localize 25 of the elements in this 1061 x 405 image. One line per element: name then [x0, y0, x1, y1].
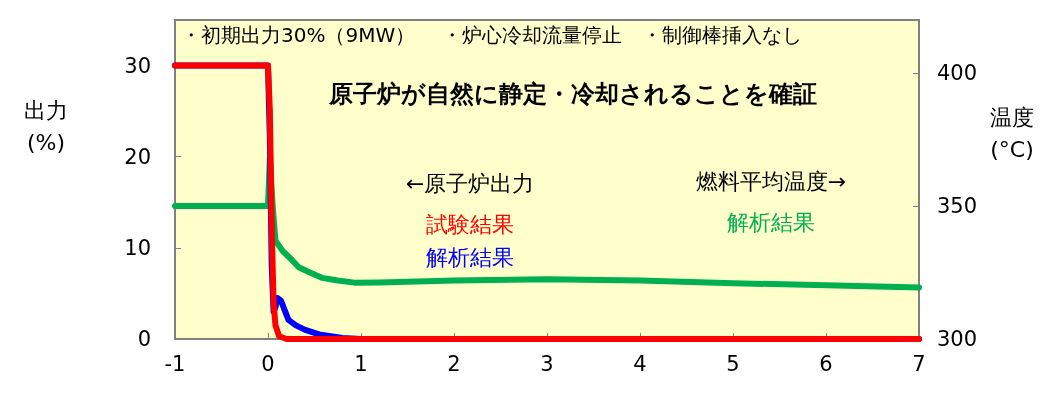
- y2-tick-label: 350: [937, 194, 978, 219]
- x-tick-label: 5: [726, 351, 740, 376]
- text: 解析結果: [426, 244, 514, 270]
- y2-tick-label: 400: [937, 61, 978, 86]
- text: 解析結果: [727, 209, 815, 235]
- y-tick-label: 10: [124, 235, 151, 260]
- text: 試験結果: [426, 211, 514, 237]
- y-tick-label: 0: [137, 327, 151, 351]
- text: 原子炉が自然に静定・冷却されることを確証: [328, 80, 817, 108]
- x-tick-label: 0: [261, 351, 275, 376]
- x-tick-label: 2: [447, 351, 461, 376]
- x-tick-label: 7: [912, 351, 926, 376]
- x-tick-label: 1: [354, 351, 368, 376]
- annotation: 燃料平均温度→: [695, 168, 847, 194]
- y2-tick-label: 300: [937, 327, 978, 351]
- x-tick-label: -1: [164, 351, 186, 376]
- annotation: ←原子炉出力: [405, 170, 535, 196]
- x-tick-label: 4: [633, 351, 647, 376]
- annotation: ・初期出力30%（9MW） ・炉心冷却流量停止 ・制御棒挿入なし: [181, 23, 802, 47]
- y2-axis-title: 温度 (°C): [990, 104, 1034, 162]
- x-tick-label: 6: [819, 351, 833, 376]
- y-axis-title: 出力 (%): [24, 97, 68, 155]
- x-tick-label: 3: [540, 351, 554, 376]
- y-tick-label: 20: [124, 144, 151, 169]
- y-tick-label: 30: [124, 53, 151, 78]
